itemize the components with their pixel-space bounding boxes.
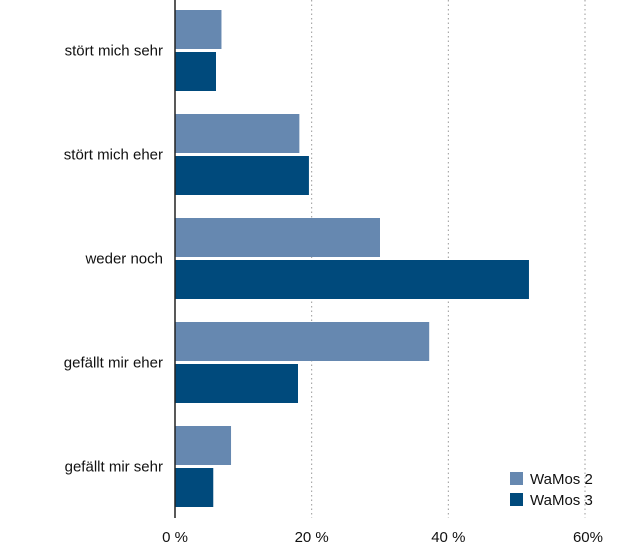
category-label: stört mich sehr: [65, 43, 163, 60]
legend-swatch: [510, 472, 523, 485]
x-tick-labels: 0 % 20 % 40 % 60%: [162, 529, 603, 546]
category-labels: stört mich sehr stört mich eher weder noch…: [64, 43, 163, 476]
bar: [175, 364, 298, 403]
legend-swatch: [510, 493, 523, 506]
x-tick-label: 60%: [573, 529, 603, 546]
x-tick-label: 20 %: [295, 529, 329, 546]
x-tick-label: 40 %: [431, 529, 465, 546]
legend-label: WaMos 2: [530, 471, 593, 488]
category-label: stört mich eher: [64, 147, 163, 164]
bar: [175, 322, 430, 361]
category-label: gefällt mir sehr: [65, 459, 163, 476]
category-label: weder noch: [84, 251, 163, 268]
bar: [175, 218, 380, 257]
legend-label: WaMos 3: [530, 492, 593, 509]
bar: [175, 114, 300, 153]
bar: [175, 426, 232, 465]
bar: [175, 260, 529, 299]
grid-lines: [311, 0, 586, 518]
legend: WaMos 2 WaMos 3: [510, 471, 593, 509]
bar: [175, 156, 309, 195]
bar: [175, 468, 214, 507]
category-label: gefällt mir eher: [64, 355, 163, 372]
bars: [175, 10, 529, 507]
bar: [175, 52, 216, 91]
bar: [175, 10, 222, 49]
x-tick-label: 0 %: [162, 529, 188, 546]
